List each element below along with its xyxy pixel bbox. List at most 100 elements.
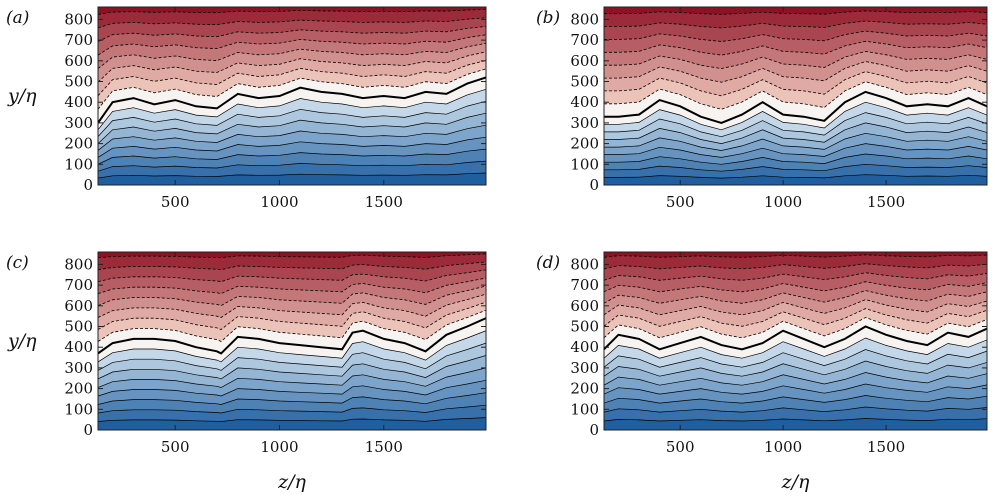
cold-contour-line bbox=[604, 112, 987, 138]
cold-contour-line bbox=[604, 132, 987, 151]
cold-contour-line bbox=[604, 101, 987, 131]
warm-contour-line bbox=[604, 40, 987, 56]
cold-contour-line bbox=[98, 330, 486, 363]
y-tick-label: 100 bbox=[64, 400, 93, 418]
warm-contour-line bbox=[604, 81, 987, 110]
warm-contour-line bbox=[98, 17, 486, 29]
warm-contour-line bbox=[604, 20, 987, 29]
x-tick-label: 500 bbox=[666, 193, 695, 211]
x-axis-label: z/η bbox=[277, 471, 306, 493]
y-tick-label: 0 bbox=[589, 176, 599, 194]
y-tick-label: 0 bbox=[83, 176, 93, 194]
panel-label: (c) bbox=[6, 253, 29, 273]
x-tick-label: 1500 bbox=[365, 438, 403, 456]
y-tick-label: 800 bbox=[570, 10, 599, 28]
x-tick-label: 500 bbox=[666, 438, 695, 456]
contour-field-1 bbox=[98, 7, 486, 185]
contour-field-3 bbox=[98, 252, 486, 430]
warm-contour-line bbox=[604, 61, 987, 83]
cold-band bbox=[604, 418, 987, 430]
warm-contour-line bbox=[98, 60, 486, 97]
warm-contour-line bbox=[98, 34, 486, 56]
cold-contour-line bbox=[604, 360, 987, 377]
y-tick-label: 700 bbox=[64, 31, 93, 49]
warm-contour-line bbox=[604, 10, 987, 15]
cold-contour-line bbox=[98, 379, 486, 397]
warm-contour-line bbox=[604, 290, 987, 304]
x-tick-label: 1500 bbox=[867, 193, 905, 211]
cold-contour-line bbox=[98, 136, 486, 158]
x-tick-label: 1500 bbox=[867, 438, 905, 456]
cold-contour-line bbox=[98, 88, 486, 131]
cold-contour-line bbox=[98, 417, 486, 422]
warm-band bbox=[604, 252, 987, 258]
panel-label: (b) bbox=[536, 8, 560, 28]
cold-contour-line bbox=[604, 418, 987, 422]
y-tick-label: 200 bbox=[570, 380, 599, 398]
y-tick-label: 100 bbox=[64, 155, 93, 173]
warm-contour-line bbox=[98, 25, 486, 42]
warm-contour-line bbox=[604, 254, 987, 258]
warm-band bbox=[604, 7, 987, 15]
warm-contour-line bbox=[98, 277, 486, 295]
cold-contour-line bbox=[604, 163, 987, 172]
y-tick-label: 400 bbox=[64, 93, 93, 111]
cold-band bbox=[98, 173, 486, 185]
cold-contour-line bbox=[604, 372, 987, 386]
cold-contour-line bbox=[98, 112, 486, 144]
y-tick-label: 200 bbox=[64, 380, 93, 398]
cold-contour-line bbox=[604, 406, 987, 413]
warm-contour-line bbox=[98, 253, 486, 259]
y-tick-label: 100 bbox=[570, 155, 599, 173]
cold-contour-line bbox=[604, 395, 987, 404]
cold-contour-line bbox=[98, 392, 486, 405]
y-tick-label: 800 bbox=[64, 255, 93, 273]
y-tick-label: 200 bbox=[64, 135, 93, 153]
y-tick-label: 300 bbox=[570, 114, 599, 132]
x-tick-label: 500 bbox=[161, 193, 190, 211]
warm-contour-line bbox=[98, 269, 486, 283]
warm-contour-line bbox=[98, 68, 486, 110]
panel-frame bbox=[603, 6, 988, 186]
warm-band bbox=[98, 252, 486, 258]
panel-label: (d) bbox=[536, 253, 560, 273]
cold-contour-line bbox=[98, 342, 486, 371]
x-tick-label: 500 bbox=[161, 438, 190, 456]
bold-contour bbox=[604, 90, 987, 124]
warm-contour-line bbox=[604, 299, 987, 316]
cold-contour-line bbox=[604, 153, 987, 165]
warm-contour-line bbox=[98, 51, 486, 83]
y-tick-label: 300 bbox=[570, 359, 599, 377]
y-tick-label: 700 bbox=[570, 276, 599, 294]
contour-field-2 bbox=[604, 7, 987, 185]
y-tick-label: 600 bbox=[64, 297, 93, 315]
y-tick-label: 300 bbox=[64, 359, 93, 377]
y-axis-label: y/η bbox=[7, 85, 37, 107]
y-tick-label: 700 bbox=[64, 276, 93, 294]
warm-contour-line bbox=[98, 309, 486, 342]
warm-contour-line bbox=[604, 281, 987, 293]
warm-contour-line bbox=[604, 308, 987, 327]
panel-frame bbox=[97, 251, 487, 431]
warm-contour-line bbox=[604, 71, 987, 97]
y-tick-label: 500 bbox=[64, 73, 93, 91]
y-tick-label: 200 bbox=[570, 135, 599, 153]
warm-contour-line bbox=[604, 30, 987, 42]
warm-contour-line bbox=[604, 317, 987, 339]
cold-contour-line bbox=[604, 122, 987, 144]
y-tick-label: 700 bbox=[570, 31, 599, 49]
x-tick-label: 1000 bbox=[764, 438, 802, 456]
y-tick-label: 600 bbox=[570, 52, 599, 70]
warm-contour-line bbox=[98, 285, 486, 307]
cold-contour-line bbox=[98, 172, 486, 179]
bold-contour bbox=[98, 76, 486, 124]
y-tick-label: 0 bbox=[589, 421, 599, 439]
cold-contour-line bbox=[98, 124, 486, 151]
cold-contour-line bbox=[98, 100, 486, 137]
warm-contour-line bbox=[98, 261, 486, 271]
cold-contour-line bbox=[98, 367, 486, 388]
bold-contour bbox=[98, 317, 486, 355]
y-tick-label: 600 bbox=[64, 52, 93, 70]
warm-contour-line bbox=[98, 301, 486, 330]
